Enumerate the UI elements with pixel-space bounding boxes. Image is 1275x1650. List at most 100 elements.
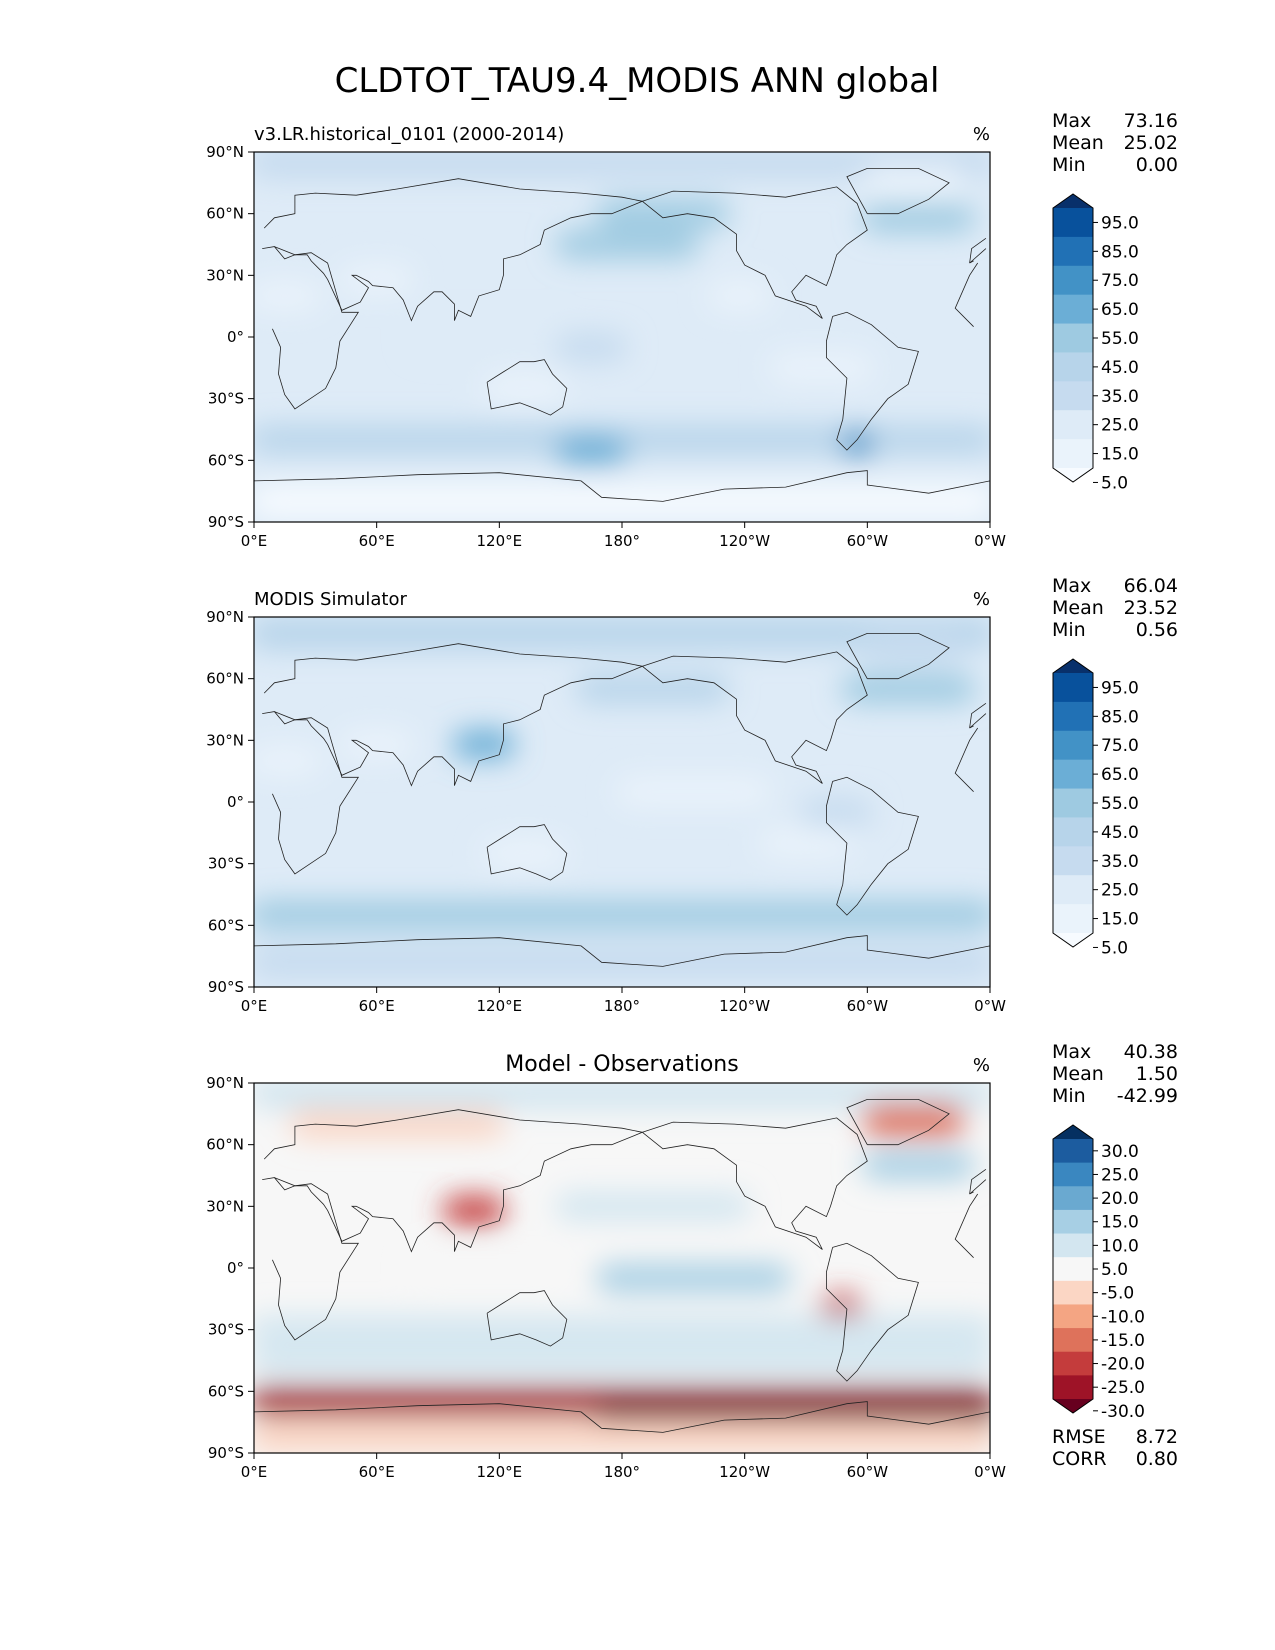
colorbar-tick-label: -30.0 bbox=[1101, 1402, 1145, 1422]
colorbar-segment bbox=[1053, 788, 1093, 818]
panel-title-left: MODIS Simulator bbox=[254, 589, 407, 610]
x-tick-label: 60°W bbox=[847, 997, 889, 1015]
colorbar-segment bbox=[1053, 904, 1093, 934]
colorbar-segment bbox=[1053, 265, 1093, 296]
colorbar-segment bbox=[1053, 1257, 1093, 1282]
x-tick-label: 60°E bbox=[359, 1463, 395, 1481]
x-tick-label: 120°W bbox=[719, 997, 770, 1015]
colorbar-tick-label: -10.0 bbox=[1101, 1307, 1145, 1327]
field-layer bbox=[254, 617, 990, 987]
coastline bbox=[486, 359, 568, 416]
field-band bbox=[483, 839, 567, 868]
colorbar-segment bbox=[1053, 673, 1093, 703]
coastline bbox=[272, 246, 987, 410]
panel-title-left: v3.LR.historical_0101 (2000-2014) bbox=[254, 124, 564, 145]
colorbar-extend-top bbox=[1053, 659, 1093, 673]
y-tick-label: 30°S bbox=[208, 390, 244, 408]
y-tick-label: 90°N bbox=[206, 608, 244, 626]
field-band bbox=[554, 332, 628, 362]
field-band bbox=[861, 166, 966, 200]
colorbar-tick-label: 25.0 bbox=[1101, 416, 1139, 436]
x-tick-label: 0°E bbox=[241, 1463, 268, 1481]
field-band bbox=[254, 1315, 990, 1345]
field-band bbox=[554, 1191, 751, 1221]
colorbar-tick-label: 55.0 bbox=[1101, 329, 1139, 349]
metric-value-rmse: 8.72 bbox=[1136, 1426, 1178, 1448]
colorbar-segment bbox=[1053, 1209, 1093, 1235]
field-band bbox=[861, 203, 976, 233]
colorbar: 30.0 25.0 20.0 15.0 10.0 5.0 -5.0 -10.0 -15.0 -20… bbox=[1052, 1124, 1145, 1422]
y-tick-label: 90°S bbox=[208, 978, 244, 996]
field-band bbox=[411, 1253, 567, 1283]
coastline bbox=[826, 776, 919, 916]
stat-value-mean: 1.50 bbox=[1136, 1063, 1178, 1085]
y-tick-label: 90°N bbox=[206, 1074, 244, 1092]
y-tick-label: 90°S bbox=[208, 1444, 244, 1462]
colorbar-tick-label: 85.0 bbox=[1101, 707, 1139, 727]
metric-label-corr: CORR bbox=[1052, 1448, 1107, 1470]
field-band bbox=[254, 746, 322, 776]
colorbar-segment bbox=[1053, 410, 1093, 440]
x-tick-label: 60°E bbox=[359, 532, 395, 550]
colorbar-extend-bottom bbox=[1053, 468, 1093, 482]
colorbar-tick-label: 65.0 bbox=[1101, 765, 1139, 785]
colorbar-segment bbox=[1053, 208, 1093, 238]
colorbar-segment bbox=[1053, 846, 1093, 876]
x-tick-label: 120°E bbox=[477, 997, 523, 1015]
stat-label-min: Min bbox=[1052, 154, 1086, 176]
colorbar-extend-top bbox=[1053, 1125, 1093, 1139]
colorbar-extend-bottom bbox=[1053, 933, 1093, 947]
coastline bbox=[642, 186, 868, 319]
colorbar-tick-label: 75.0 bbox=[1101, 271, 1139, 291]
coastline bbox=[486, 1290, 568, 1347]
field-band bbox=[340, 730, 414, 759]
colorbar-tick-label: 35.0 bbox=[1101, 387, 1139, 407]
field-band bbox=[442, 1196, 506, 1225]
colorbar-tick-label: 20.0 bbox=[1101, 1189, 1139, 1209]
field-band bbox=[595, 199, 731, 229]
colorbar-outline bbox=[1052, 193, 1094, 483]
colorbar-tick-label: 85.0 bbox=[1101, 242, 1139, 262]
colorbar-segment bbox=[1053, 236, 1093, 267]
colorbar-tick-label: 45.0 bbox=[1101, 358, 1139, 378]
colorbar-segment bbox=[1053, 730, 1093, 761]
x-tick-label: 60°W bbox=[847, 532, 889, 550]
field-band bbox=[483, 374, 567, 403]
x-tick-label: 60°W bbox=[847, 1463, 889, 1481]
coastline bbox=[826, 311, 919, 451]
field-band bbox=[554, 435, 628, 465]
stat-label-mean: Mean bbox=[1052, 132, 1104, 154]
x-tick-label: 180° bbox=[604, 997, 640, 1015]
y-tick-label: 0° bbox=[227, 1259, 244, 1277]
map-panel-2: 0°E 60°E 120°E 180° 120°W 60°W 0°W 90°N 60°N 30°N… bbox=[206, 575, 1178, 1015]
field-band bbox=[861, 631, 966, 665]
colorbar-segment bbox=[1053, 323, 1093, 353]
field-band bbox=[861, 1103, 966, 1137]
x-tick-label: 0°E bbox=[241, 532, 268, 550]
colorbar-tick-label: 65.0 bbox=[1101, 300, 1139, 320]
y-tick-label: 30°N bbox=[206, 731, 244, 749]
field-band bbox=[254, 617, 990, 650]
colorbar-tick-label: -20.0 bbox=[1101, 1355, 1145, 1375]
colorbar-segment bbox=[1053, 1139, 1093, 1164]
x-tick-label: 120°W bbox=[719, 1463, 770, 1481]
colorbar-extend-bottom bbox=[1053, 1399, 1093, 1413]
colorbar-segment bbox=[1053, 439, 1093, 469]
metric-value-corr: 0.80 bbox=[1136, 1448, 1178, 1470]
colorbar-segment bbox=[1053, 817, 1093, 847]
coastline bbox=[262, 178, 987, 322]
stat-label-mean: Mean bbox=[1052, 1063, 1104, 1085]
colorbar-segment bbox=[1053, 294, 1093, 325]
colorbar-segment bbox=[1053, 1233, 1093, 1258]
field-layer bbox=[254, 152, 990, 522]
stat-value-min: -42.99 bbox=[1117, 1085, 1178, 1107]
stat-value-max: 73.16 bbox=[1124, 110, 1178, 132]
stat-value-mean: 23.52 bbox=[1124, 597, 1178, 619]
y-tick-label: 90°S bbox=[208, 513, 244, 531]
colorbar-tick-label: 30.0 bbox=[1101, 1142, 1139, 1162]
field-band bbox=[840, 674, 976, 704]
field-band bbox=[554, 230, 700, 259]
field-band bbox=[254, 1346, 990, 1375]
colorbar-outline bbox=[1052, 658, 1094, 948]
